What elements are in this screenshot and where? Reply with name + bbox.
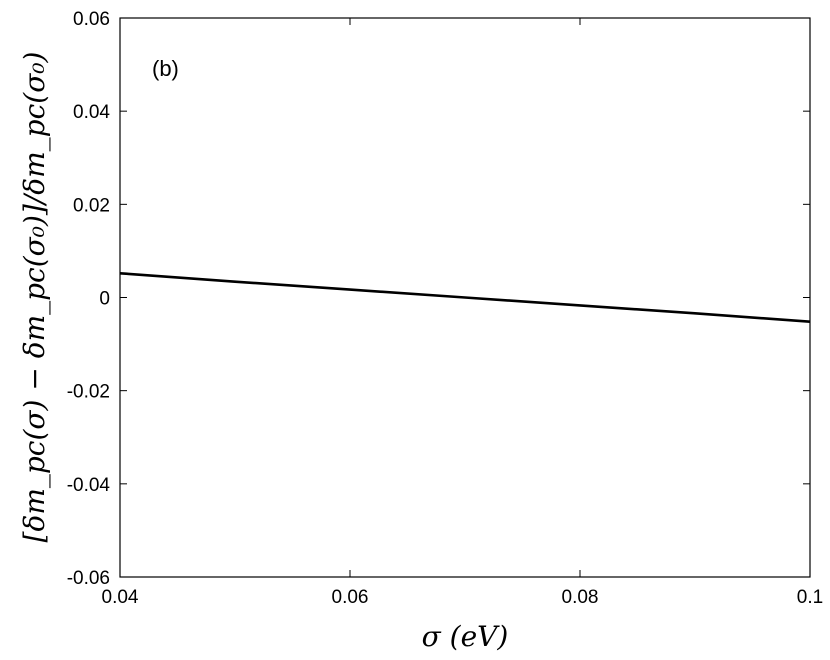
series-line-0 [119, 271, 811, 324]
x-axis-ticks: 0.04 0.06 0.08 0.1 [102, 18, 823, 608]
y-tick-label: 0.06 [73, 9, 110, 30]
y-tick-label: 0.04 [73, 102, 110, 123]
y-tick-label: 0.02 [73, 195, 110, 216]
y-axis-label: [δm_pc(σ) − δm_pc(σ₀)]/δm_pc(σ₀) [18, 52, 51, 543]
y-tick-label: -0.04 [67, 475, 111, 496]
x-tick-label: 0.04 [102, 587, 139, 608]
y-tick-label: -0.06 [67, 568, 110, 589]
panel-label: (b) [152, 56, 179, 81]
x-tick-label: 0.1 [797, 587, 823, 608]
series-group [119, 271, 811, 324]
x-tick-label: 0.08 [562, 587, 599, 608]
y-axis-ticks: -0.06 -0.04 -0.02 0 0.02 0.04 0.06 [67, 9, 810, 589]
x-tick-label: 0.06 [332, 587, 369, 608]
x-axis-label: σ (eV) [422, 620, 509, 653]
y-tick-label: -0.02 [67, 382, 110, 403]
y-tick-label: 0 [99, 289, 110, 310]
